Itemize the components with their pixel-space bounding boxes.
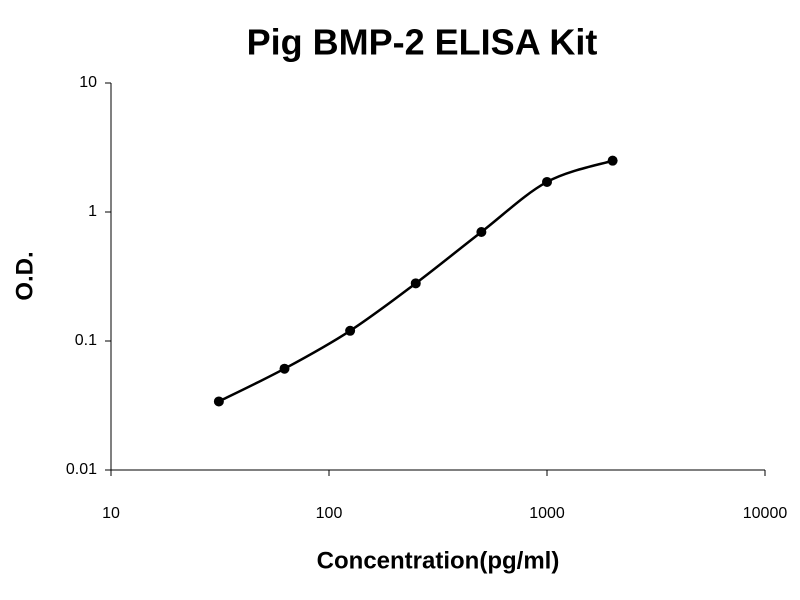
- y-tick-label: 0.1: [75, 332, 97, 349]
- data-point: [410, 278, 421, 289]
- y-tick-label: 0.01: [66, 461, 97, 478]
- x-tick-label: 10000: [743, 505, 788, 522]
- y-tick-label: 10: [79, 74, 97, 91]
- data-point: [345, 325, 356, 336]
- x-axis-label: Concentration(pg/ml): [317, 547, 560, 574]
- x-tick-label: 1000: [529, 505, 565, 522]
- data-point: [476, 226, 487, 237]
- data-point: [279, 363, 290, 374]
- chart-title: Pig BMP-2 ELISA Kit: [247, 22, 598, 63]
- data-point: [213, 396, 224, 407]
- x-tick-label: 10: [102, 505, 120, 522]
- data-point: [607, 155, 618, 166]
- y-tick-label: 1: [88, 203, 97, 220]
- data-point: [542, 176, 552, 187]
- y-axis-label: O.D.: [11, 251, 38, 300]
- x-tick-label: 100: [316, 505, 343, 522]
